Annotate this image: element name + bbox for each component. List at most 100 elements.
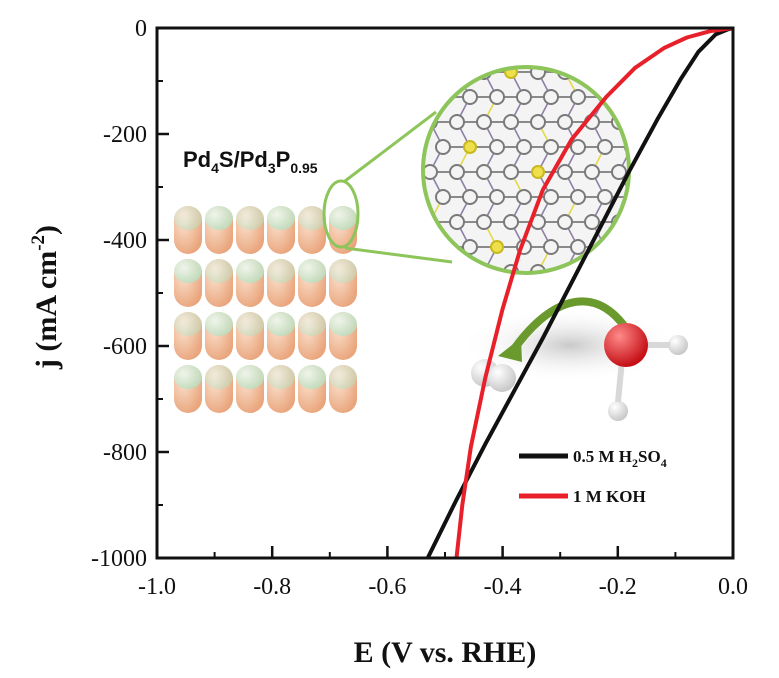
lattice-atom — [423, 164, 438, 180]
atom-capsule — [205, 312, 233, 360]
atom-capsule — [205, 259, 233, 307]
atom-capsule — [267, 365, 295, 413]
lattice-atom — [449, 114, 465, 130]
lattice-atom — [624, 239, 629, 255]
series-line-1 — [454, 28, 733, 558]
lattice-atom — [423, 264, 438, 273]
x-tick-label: -1.0 — [138, 574, 176, 600]
atom-capsule — [267, 206, 295, 254]
lattice-atom — [503, 164, 519, 180]
reaction-arrow-head — [498, 338, 522, 362]
lattice-atom — [462, 189, 478, 205]
atom-capsule — [298, 312, 326, 360]
compound-formula: Pd4S/Pd3P0.95 — [183, 147, 318, 176]
lattice-atom — [449, 264, 465, 273]
lattice-atom — [530, 114, 546, 130]
x-tick-label: -0.6 — [368, 574, 406, 600]
lattice-atom — [611, 164, 627, 180]
lattice-atom — [462, 89, 478, 105]
atom-capsule — [236, 259, 264, 307]
atom-capsule — [267, 259, 295, 307]
lattice-atom — [543, 139, 559, 155]
y-tick-label: -600 — [103, 334, 147, 360]
atom-capsule — [174, 206, 202, 254]
x-axis-label: E (V vs. RHE) — [354, 636, 537, 669]
y-tick-label: 0 — [135, 16, 147, 42]
lattice-atom — [570, 239, 586, 255]
lattice-atom — [516, 189, 532, 205]
y-tick-label: -800 — [103, 440, 147, 466]
ticks: -1.0 -0.8 -0.6 -0.4 -0.2 0.0 0 -200 -400 -600 -800… — [91, 16, 748, 600]
lattice-atom — [543, 89, 559, 105]
atom-capsule — [298, 206, 326, 254]
lattice-atom — [624, 89, 629, 105]
x-tick-label: -0.2 — [599, 574, 637, 600]
atom-capsule — [174, 312, 202, 360]
lattice-atom — [462, 239, 478, 255]
y-axis-label: j (mA cm-2) — [28, 225, 63, 370]
lattice-atom — [597, 139, 613, 155]
lattice-atom — [489, 189, 505, 205]
lattice-atom — [503, 114, 519, 130]
y-tick-label: -400 — [103, 228, 147, 254]
atom-capsule — [298, 365, 326, 413]
atom-capsule — [205, 206, 233, 254]
atom-capsule — [174, 259, 202, 307]
x-tick-label: 0.0 — [718, 574, 748, 600]
lattice-atom — [531, 165, 545, 179]
lattice-atom — [597, 189, 613, 205]
series-layer — [425, 28, 733, 558]
lattice-atom — [463, 140, 477, 154]
x-tick-label: -0.4 — [484, 574, 522, 600]
highlight-ellipse — [322, 179, 360, 249]
lattice-atom — [611, 264, 627, 273]
legend-label-koh: 1 M KOH — [573, 487, 646, 506]
atom-capsule — [329, 365, 357, 413]
lattice-atom — [423, 67, 438, 80]
lattice-atom — [476, 164, 492, 180]
lattice-atom — [584, 67, 600, 80]
lattice-atom — [584, 214, 600, 230]
lattice-atom — [570, 139, 586, 155]
lattice-atom — [476, 114, 492, 130]
lattice-atom — [557, 164, 573, 180]
lattice-atom — [449, 164, 465, 180]
reaction-arrow — [508, 297, 629, 356]
atom-grid — [174, 206, 357, 413]
y-tick-label: -200 — [103, 122, 147, 148]
lattice-atom — [449, 67, 465, 80]
lattice-atom — [490, 240, 504, 254]
lattice-atom — [543, 239, 559, 255]
lattice-atom — [557, 114, 573, 130]
lattice-atom — [489, 89, 505, 105]
lattice-atom — [570, 89, 586, 105]
lattice-atom — [449, 214, 465, 230]
x-tick-label: -0.8 — [253, 574, 291, 600]
lattice-atom — [489, 139, 505, 155]
lattice-atom — [516, 139, 532, 155]
y-tick-label: -1000 — [91, 546, 147, 572]
lattice-atom — [584, 264, 600, 273]
zoom-line-top — [344, 110, 437, 183]
lattice-atom — [516, 89, 532, 105]
lattice-atom — [543, 189, 559, 205]
lattice-atom — [503, 214, 519, 230]
legend-label-h2so4: 0.5 M H2SO4 — [573, 447, 667, 470]
atom-capsule — [205, 365, 233, 413]
lattice-atom — [557, 214, 573, 230]
lattice-atom — [570, 189, 586, 205]
water-molecule — [604, 323, 688, 421]
atom-capsule — [236, 312, 264, 360]
lattice-atom — [476, 214, 492, 230]
atom-capsule — [329, 259, 357, 307]
atom-capsule — [174, 365, 202, 413]
lattice-atom — [584, 164, 600, 180]
atom-capsule — [329, 312, 357, 360]
lattice-atom — [435, 189, 451, 205]
lattice-atom — [435, 139, 451, 155]
lattice-atom — [435, 239, 451, 255]
zoom-line-bottom — [344, 246, 453, 264]
series-line-0 — [425, 28, 733, 558]
atom-capsule — [236, 206, 264, 254]
